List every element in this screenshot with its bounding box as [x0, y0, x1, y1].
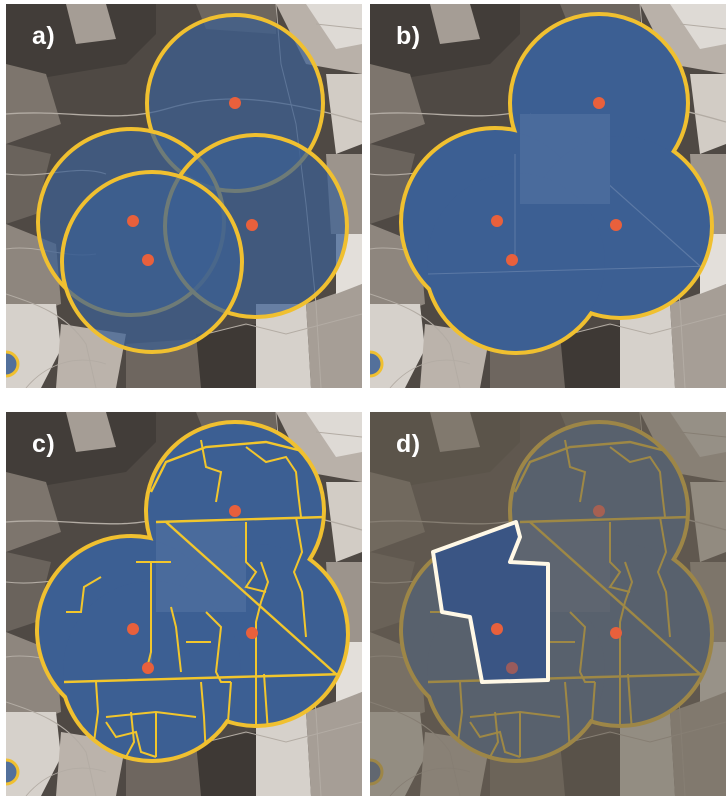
map-panel-b: b): [370, 4, 726, 388]
map-canvas-d: [370, 412, 726, 796]
point-marker-2: [491, 215, 503, 227]
point-marker-3: [610, 627, 622, 639]
point-marker-1: [229, 97, 241, 109]
panel-label-a: a): [32, 22, 56, 50]
point-marker-1: [593, 97, 605, 109]
point-marker-4: [506, 254, 518, 266]
point-marker-4: [142, 662, 154, 674]
point-marker-2: [491, 623, 503, 635]
map-canvas-c: [6, 412, 362, 796]
point-marker-3: [246, 627, 258, 639]
point-marker-4: [142, 254, 154, 266]
point-marker-1: [229, 505, 241, 517]
selected-zone: [431, 520, 550, 684]
point-marker-4: [506, 662, 518, 674]
point-marker-2: [127, 623, 139, 635]
panel-label-d: d): [396, 430, 421, 458]
map-panel-a: a): [6, 4, 362, 388]
map-panel-d: d): [370, 412, 726, 796]
map-panel-c: c): [6, 412, 362, 796]
point-marker-3: [246, 219, 258, 231]
map-canvas-a: [6, 4, 362, 388]
panel-label-c: c): [32, 430, 56, 458]
map-canvas-b: [370, 4, 726, 388]
panel-label-b: b): [396, 22, 421, 50]
point-marker-3: [610, 219, 622, 231]
point-marker-1: [593, 505, 605, 517]
point-marker-2: [127, 215, 139, 227]
